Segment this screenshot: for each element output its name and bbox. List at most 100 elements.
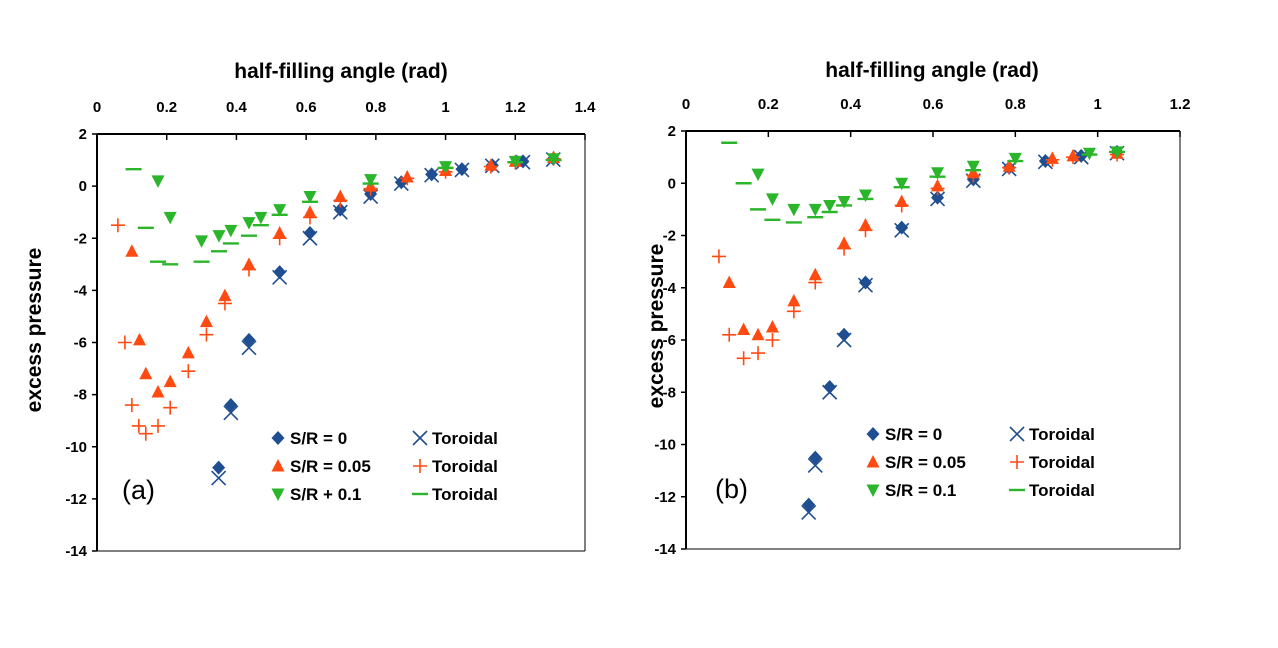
x-tick-label: 0 bbox=[682, 96, 690, 113]
data-point-plus bbox=[117, 335, 132, 350]
data-point-diamond bbox=[858, 275, 872, 290]
data-point-plus bbox=[858, 223, 873, 238]
series-5 bbox=[721, 141, 1126, 224]
series-3 bbox=[110, 151, 561, 441]
data-point-triangle-up bbox=[737, 322, 751, 336]
data-point-diamond bbox=[273, 265, 287, 280]
data-point-triangle-down bbox=[895, 177, 909, 191]
data-point-triangle-down bbox=[751, 168, 765, 182]
data-point-triangle-up bbox=[151, 385, 165, 398]
data-point-triangle-down bbox=[787, 203, 801, 217]
y-tick-label: -10 bbox=[65, 439, 87, 456]
data-point-plus bbox=[808, 275, 823, 290]
legend-marker-triangle-up bbox=[271, 459, 285, 472]
legend: S/R = 0 Toroidal S/R = 0.05 Toroidal S/R + 0… bbox=[271, 429, 498, 504]
legend-label: Toroidal bbox=[432, 485, 498, 504]
legend-label: S/R = 0 bbox=[290, 429, 347, 448]
y-tick-label: -12 bbox=[654, 489, 676, 506]
data-point-triangle-up bbox=[163, 374, 177, 388]
legend-marker-x bbox=[1009, 426, 1025, 442]
x-axis-title: half-filling angle (rad) bbox=[825, 59, 1039, 82]
data-point-triangle-up bbox=[133, 332, 147, 346]
data-point-diamond bbox=[895, 220, 909, 235]
x-tick-label: 1 bbox=[1093, 96, 1101, 113]
data-point-x bbox=[272, 269, 288, 285]
data-point-triangle-down bbox=[1008, 152, 1022, 166]
data-point-plus bbox=[333, 193, 348, 208]
legend-label: Toroidal bbox=[432, 429, 498, 448]
legend-label: Toroidal bbox=[1029, 481, 1095, 500]
chart-panel-b: 0 0.2 0.4 0.6 0.8 1 1.220-2-4-6-8-10-12-14half… bbox=[645, 59, 1190, 558]
x-tick-label: 0.8 bbox=[1005, 96, 1026, 113]
data-point-triangle-down bbox=[364, 174, 378, 187]
data-point-plus bbox=[765, 333, 780, 347]
data-point-triangle-up bbox=[199, 314, 213, 328]
legend-label: S/R = 0.05 bbox=[290, 457, 371, 476]
data-point-x bbox=[223, 405, 239, 421]
data-point-x bbox=[454, 162, 470, 178]
legend-marker-plus bbox=[413, 459, 427, 473]
data-point-plus bbox=[302, 210, 317, 225]
legend-marker-triangle-up bbox=[866, 455, 880, 468]
data-point-x bbox=[302, 230, 318, 246]
data-point-triangle-down bbox=[858, 189, 872, 203]
data-point-triangle-up bbox=[722, 275, 736, 289]
data-point-plus bbox=[138, 426, 153, 441]
data-point-plus bbox=[110, 218, 125, 233]
data-point-plus bbox=[483, 159, 498, 174]
data-point-plus bbox=[736, 351, 751, 366]
legend-label: S/R = 0.1 bbox=[885, 481, 956, 500]
data-point-triangle-down bbox=[224, 224, 238, 238]
data-point-plus bbox=[181, 364, 196, 379]
data-point-diamond bbox=[333, 202, 347, 217]
y-axis-title: excess pressure bbox=[23, 248, 46, 413]
data-point-plus bbox=[1002, 160, 1017, 175]
data-point-x bbox=[807, 457, 823, 473]
data-point-triangle-up bbox=[218, 288, 232, 302]
x-tick-label: 0.2 bbox=[156, 99, 177, 116]
data-point-plus bbox=[151, 418, 165, 433]
x-tick-label: 0.4 bbox=[840, 96, 862, 113]
data-point-diamond bbox=[837, 327, 851, 342]
data-point-x bbox=[822, 384, 838, 400]
data-point-x bbox=[332, 204, 348, 220]
y-tick-label: -8 bbox=[663, 384, 676, 401]
x-tick-label: 0.6 bbox=[923, 96, 944, 113]
legend-marker-triangle-down bbox=[866, 484, 880, 497]
series-4 bbox=[751, 146, 1124, 217]
data-point-plus bbox=[1065, 150, 1080, 165]
panel-label: (a) bbox=[122, 475, 155, 505]
data-point-triangle-down bbox=[823, 199, 837, 213]
data-point-x bbox=[424, 167, 440, 183]
legend-marker-diamond bbox=[271, 431, 285, 445]
data-point-triangle-down bbox=[765, 193, 779, 206]
data-point-triangle-up bbox=[787, 293, 801, 307]
data-point-triangle-up bbox=[808, 267, 822, 281]
data-point-plus bbox=[930, 181, 945, 196]
chart-panel-a: 0 0.2 0.4 0.6 0.8 1 1.2 1.420-2-4-6-8-10-12-14h… bbox=[23, 60, 596, 560]
x-tick-label: 0 bbox=[93, 99, 101, 116]
data-point-triangle-down bbox=[837, 196, 851, 209]
data-point-triangle-up bbox=[751, 327, 765, 341]
data-point-x bbox=[801, 504, 817, 520]
data-point-triangle-down bbox=[163, 211, 177, 225]
data-point-x bbox=[929, 191, 946, 207]
legend-marker-triangle-down bbox=[271, 488, 285, 501]
data-point-triangle-down bbox=[254, 211, 268, 225]
legend-label: Toroidal bbox=[1029, 425, 1095, 444]
y-tick-label: -2 bbox=[74, 230, 87, 247]
x-tick-label: 1.2 bbox=[505, 99, 526, 116]
y-tick-label: 2 bbox=[668, 123, 676, 140]
y-axis-title: excess pressure bbox=[645, 244, 668, 409]
data-point-triangle-up bbox=[125, 244, 139, 257]
y-tick-label: -14 bbox=[654, 541, 676, 558]
data-point-triangle-down bbox=[966, 160, 980, 174]
data-point-triangle-down bbox=[242, 217, 256, 230]
x-tick-label: 1.4 bbox=[575, 99, 597, 116]
data-point-triangle-down bbox=[931, 167, 945, 180]
y-tick-label: -4 bbox=[663, 280, 677, 297]
data-point-diamond bbox=[303, 226, 317, 241]
y-tick-label: 0 bbox=[79, 178, 87, 195]
series-2 bbox=[125, 150, 561, 398]
x-tick-label: 0.4 bbox=[226, 99, 248, 116]
